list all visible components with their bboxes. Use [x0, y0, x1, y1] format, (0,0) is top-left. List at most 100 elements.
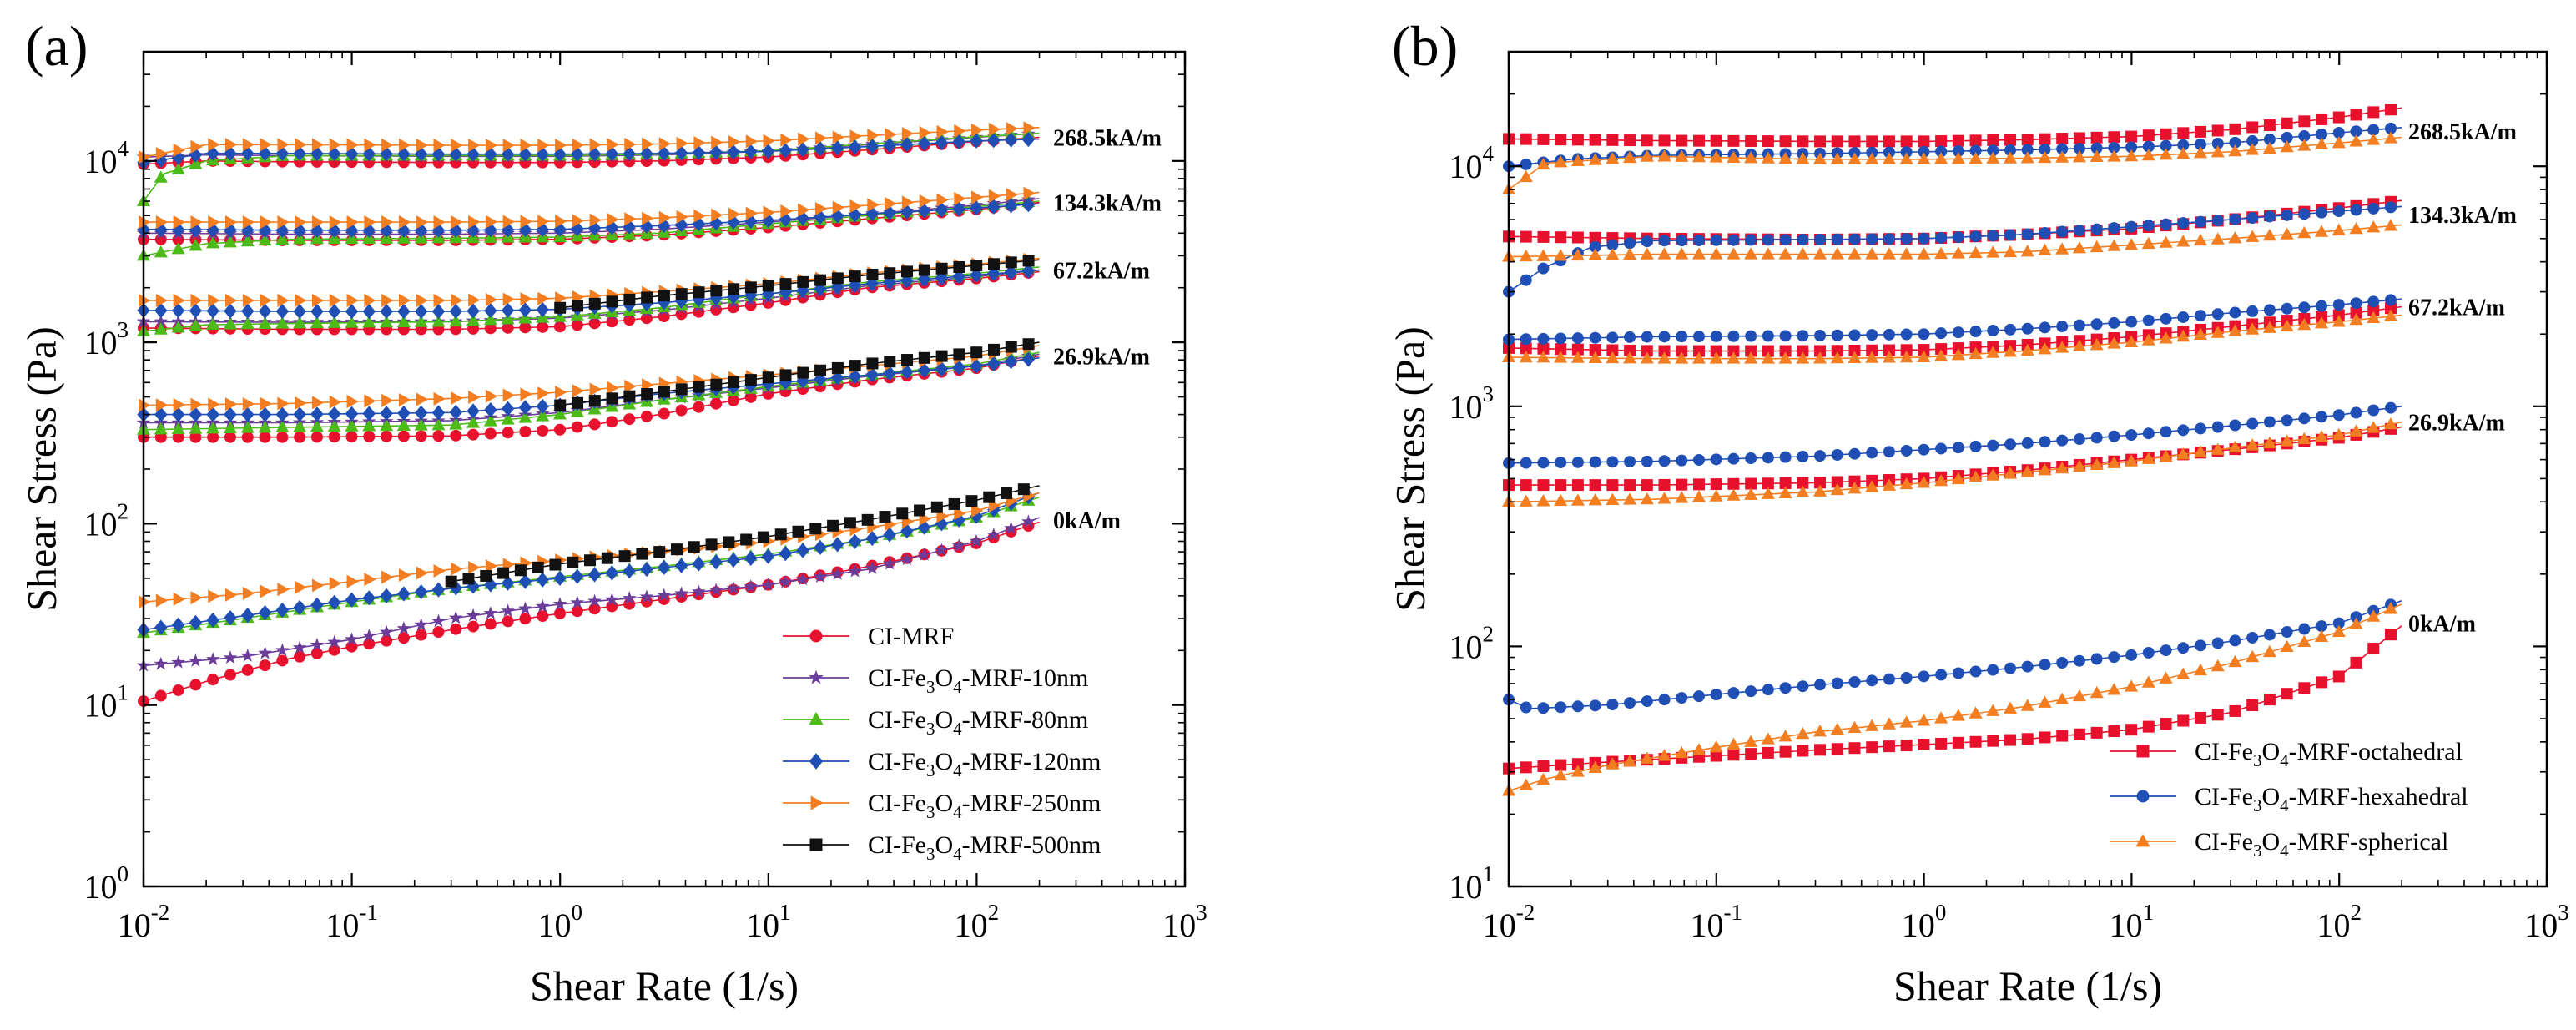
data-point — [260, 293, 272, 308]
data-point — [970, 133, 983, 149]
data-point — [1778, 730, 1792, 742]
data-point — [1692, 234, 1705, 246]
data-point — [1830, 722, 1844, 735]
data-point — [1606, 479, 1619, 492]
data-point — [1796, 726, 1810, 740]
data-point — [2211, 138, 2224, 150]
data-point — [658, 210, 672, 225]
data-point — [844, 517, 856, 529]
data-point — [2055, 150, 2069, 163]
panel-b: (b) 10-2 10-1 100 101 102 103 101 102 103 104 Shear… — [1386, 14, 2568, 1009]
data-point — [935, 202, 949, 218]
data-point — [1797, 745, 1809, 757]
data-point — [554, 399, 567, 411]
data-point — [1848, 135, 1861, 148]
data-point — [1899, 350, 1913, 363]
data-point — [779, 374, 792, 391]
data-point — [1744, 351, 1758, 364]
y-tick-label: 101 — [84, 680, 129, 725]
data-point — [866, 357, 879, 370]
data-point — [2316, 113, 2328, 125]
data-point — [501, 412, 515, 425]
data-point — [1589, 231, 1601, 244]
data-point — [451, 215, 463, 230]
data-point — [1813, 484, 1827, 497]
data-point — [1744, 487, 1758, 500]
data-point — [171, 654, 185, 669]
data-point — [206, 406, 219, 422]
data-point — [381, 393, 394, 407]
data-point — [2367, 609, 2381, 622]
data-point — [2350, 611, 2362, 624]
data-point — [1848, 482, 1862, 494]
data-point — [2003, 245, 2018, 258]
x-tick-label: 10-1 — [325, 900, 378, 944]
data-point — [571, 300, 583, 312]
data-point — [2004, 144, 2017, 156]
legend-item: CI-Fe3O4-MRF-10nm — [783, 664, 1088, 697]
data-point — [1831, 476, 1843, 488]
x-tick-label: 10-1 — [1691, 900, 1743, 944]
data-point — [154, 245, 168, 258]
data-point — [2125, 238, 2139, 250]
data-point — [814, 274, 827, 286]
data-point — [329, 577, 342, 591]
data-point — [1987, 230, 1999, 242]
data-point — [2195, 711, 2207, 724]
data-point — [1865, 719, 1879, 731]
data-point — [606, 416, 618, 428]
data-point — [1710, 234, 1722, 246]
data-point — [1796, 247, 1810, 260]
data-point — [623, 145, 636, 162]
data-point — [2383, 417, 2398, 430]
data-point — [397, 632, 410, 644]
legend-item: CI-Fe3O4-MRF-octahedral — [2110, 738, 2463, 770]
series-layer — [1501, 104, 2402, 796]
data-point — [1658, 478, 1671, 491]
data-point — [2298, 682, 2311, 694]
data-point — [1762, 477, 1774, 490]
legend-label: CI-Fe3O4-MRF-120nm — [868, 748, 1101, 780]
data-point — [189, 238, 203, 251]
data-point — [2298, 208, 2311, 220]
data-point — [1606, 248, 1620, 260]
data-point — [589, 213, 602, 227]
data-point — [1691, 490, 1706, 502]
data-point — [1676, 692, 1688, 704]
data-point — [798, 132, 810, 146]
data-point — [936, 124, 949, 139]
data-point — [1519, 494, 1533, 507]
data-point — [1917, 152, 1931, 164]
data-point — [1761, 487, 1775, 499]
data-point — [761, 144, 775, 159]
data-point — [398, 568, 411, 583]
data-point — [1952, 134, 1964, 147]
data-point — [2004, 662, 2017, 674]
data-point — [1021, 197, 1036, 213]
data-point — [2072, 459, 2086, 472]
data-point — [2141, 148, 2155, 161]
data-point — [2056, 657, 2069, 669]
data-point — [224, 669, 236, 681]
data-point — [693, 136, 706, 150]
data-point — [466, 416, 481, 428]
data-point — [468, 139, 481, 153]
data-point — [1969, 706, 1983, 719]
data-point — [952, 201, 965, 217]
data-point — [416, 293, 429, 308]
data-point — [987, 356, 1001, 372]
data-point — [1797, 345, 1809, 357]
data-point — [883, 138, 896, 154]
data-point — [774, 528, 787, 541]
data-point — [830, 537, 844, 553]
data-point — [293, 420, 307, 432]
data-point — [1640, 751, 1654, 764]
data-point — [1520, 274, 1532, 286]
data-point — [537, 610, 549, 623]
data-point — [277, 293, 290, 308]
data-point — [2177, 642, 2190, 654]
data-point — [1987, 439, 1999, 452]
data-point — [258, 420, 272, 433]
data-point — [970, 200, 983, 216]
data-point — [1796, 152, 1810, 164]
